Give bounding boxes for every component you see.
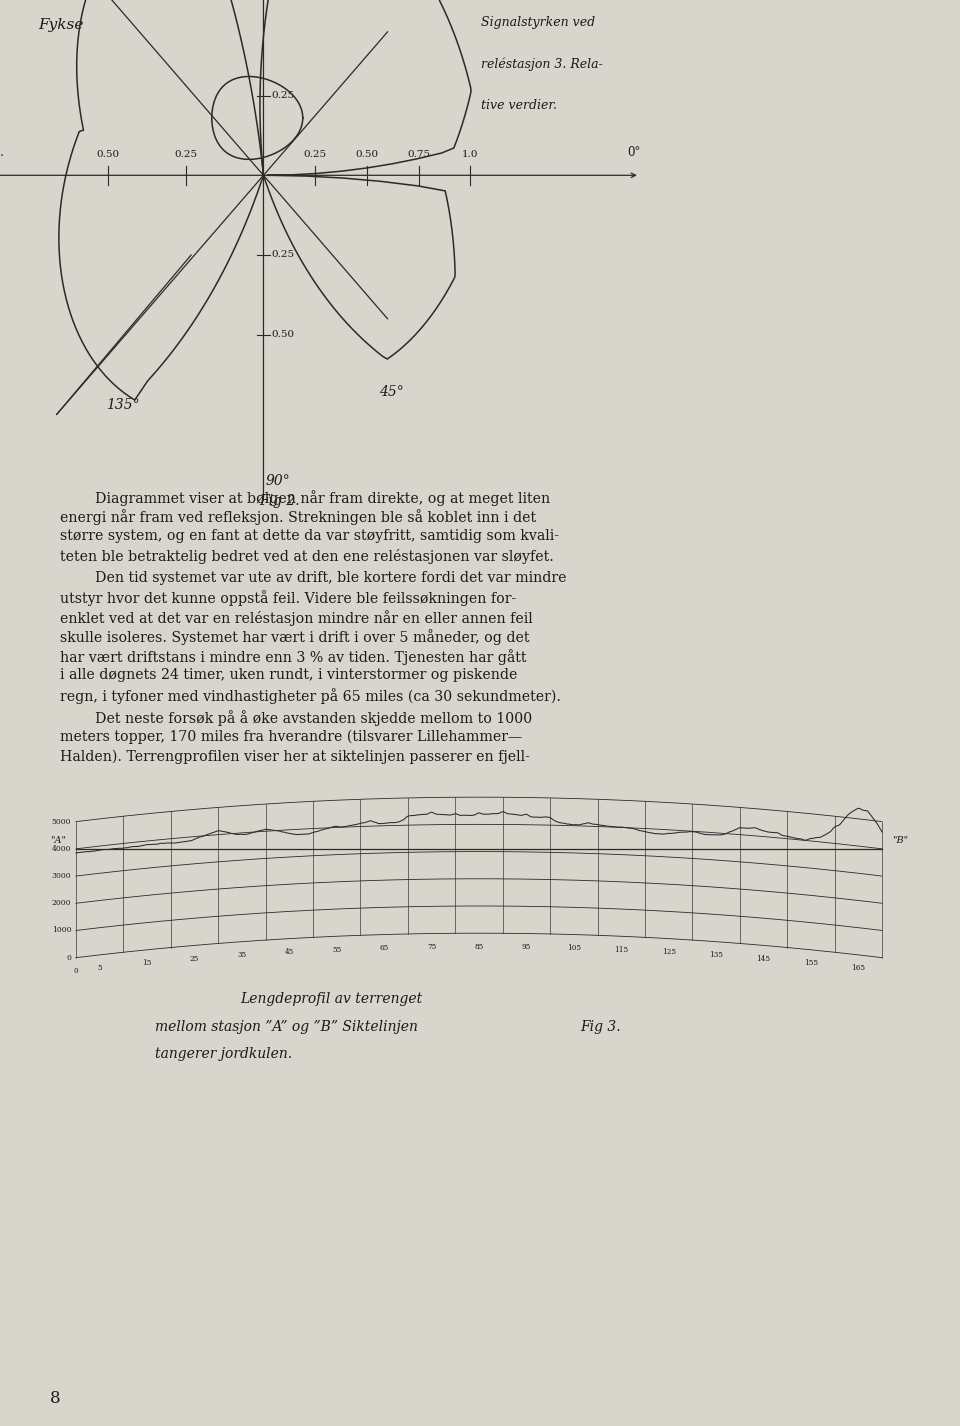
Text: reléstasjon 3. Rela-: reléstasjon 3. Rela- bbox=[481, 57, 603, 71]
Text: teten ble betraktelig bedret ved at den ene reléstasjonen var sløyfet.: teten ble betraktelig bedret ved at den … bbox=[60, 549, 554, 563]
Text: Diagrammet viser at bølgen når fram direkte, og at meget liten: Diagrammet viser at bølgen når fram dire… bbox=[95, 491, 550, 506]
Text: 0°: 0° bbox=[627, 147, 640, 160]
Text: 0: 0 bbox=[74, 967, 79, 975]
Text: 5: 5 bbox=[97, 964, 102, 973]
Text: Lengdeprofil av terrenget: Lengdeprofil av terrenget bbox=[240, 992, 422, 1005]
Text: 35: 35 bbox=[237, 951, 247, 960]
Text: 0.25: 0.25 bbox=[303, 150, 326, 160]
Text: større system, og en fant at dette da var støyfritt, samtidig som kvali-: større system, og en fant at dette da va… bbox=[60, 529, 559, 543]
Text: 90°: 90° bbox=[266, 475, 290, 488]
Text: 105: 105 bbox=[566, 944, 581, 953]
Text: Halden). Terrengprofilen viser her at siktelinjen passerer en fjell-: Halden). Terrengprofilen viser her at si… bbox=[60, 750, 530, 764]
Text: 115: 115 bbox=[614, 945, 629, 954]
Text: 45°: 45° bbox=[379, 385, 404, 399]
Text: utstyr hvor det kunne oppstå feil. Videre ble feilssøkningen for-: utstyr hvor det kunne oppstå feil. Vider… bbox=[60, 590, 516, 606]
Text: Den tid systemet var ute av drift, ble kortere fordi det var mindre: Den tid systemet var ute av drift, ble k… bbox=[95, 570, 566, 585]
Text: 25: 25 bbox=[190, 955, 199, 963]
Text: 0: 0 bbox=[66, 954, 71, 961]
Text: 45: 45 bbox=[285, 948, 294, 957]
Text: Fykse: Fykse bbox=[38, 19, 84, 31]
Text: 0.50: 0.50 bbox=[272, 331, 295, 339]
Text: 145: 145 bbox=[756, 955, 771, 963]
Text: tive verdier.: tive verdier. bbox=[481, 98, 557, 111]
Text: 1.0: 1.0 bbox=[462, 150, 478, 160]
Text: 0.25: 0.25 bbox=[175, 150, 198, 160]
Text: Fig 3.: Fig 3. bbox=[580, 1020, 620, 1034]
Text: 165: 165 bbox=[852, 964, 865, 973]
Text: 0.25: 0.25 bbox=[272, 251, 295, 260]
Text: 155: 155 bbox=[804, 960, 818, 967]
Text: 8: 8 bbox=[50, 1390, 60, 1407]
Text: har vært driftstans i mindre enn 3 % av tiden. Tjenesten har gått: har vært driftstans i mindre enn 3 % av … bbox=[60, 649, 526, 665]
Text: 1000: 1000 bbox=[52, 927, 71, 934]
Text: 55: 55 bbox=[332, 945, 342, 954]
Text: meters topper, 170 miles fra hverandre (tilsvarer Lillehammer—: meters topper, 170 miles fra hverandre (… bbox=[60, 730, 522, 744]
Text: 0.25: 0.25 bbox=[272, 91, 295, 100]
Text: 95: 95 bbox=[522, 943, 531, 951]
Text: "B": "B" bbox=[892, 836, 907, 846]
Text: Det neste forsøk på å øke avstanden skjedde mellom to 1000: Det neste forsøk på å øke avstanden skje… bbox=[95, 710, 532, 726]
Text: Fig 2.: Fig 2. bbox=[260, 493, 300, 508]
Text: "A": "A" bbox=[51, 836, 66, 846]
Text: i alle døgnets 24 timer, uken rundt, i vinterstormer og piskende: i alle døgnets 24 timer, uken rundt, i v… bbox=[60, 669, 517, 683]
Text: 15: 15 bbox=[142, 960, 152, 967]
Text: 0.50: 0.50 bbox=[355, 150, 378, 160]
Text: regn, i tyfoner med vindhastigheter på 65 miles (ca 30 sekundmeter).: regn, i tyfoner med vindhastigheter på 6… bbox=[60, 687, 561, 704]
Text: 135°: 135° bbox=[106, 398, 140, 412]
Text: 85: 85 bbox=[474, 943, 484, 951]
Text: Signalstyrken ved: Signalstyrken ved bbox=[481, 16, 594, 29]
Text: 180°.: 180°. bbox=[0, 147, 5, 160]
Text: 75: 75 bbox=[427, 943, 436, 951]
Text: 125: 125 bbox=[661, 948, 676, 957]
Text: 5000: 5000 bbox=[52, 817, 71, 826]
Text: 65: 65 bbox=[379, 944, 389, 953]
Text: 0.75: 0.75 bbox=[407, 150, 430, 160]
Text: enklet ved at det var en reléstasjon mindre når en eller annen feil: enklet ved at det var en reléstasjon min… bbox=[60, 610, 533, 626]
Text: 3000: 3000 bbox=[52, 873, 71, 880]
Text: 2000: 2000 bbox=[52, 900, 71, 907]
Text: tangerer jordkulen.: tangerer jordkulen. bbox=[155, 1047, 292, 1061]
Text: mellom stasjon ”A” og ”B” Siktelinjen: mellom stasjon ”A” og ”B” Siktelinjen bbox=[155, 1020, 418, 1034]
Text: 0.50: 0.50 bbox=[97, 150, 120, 160]
Text: energi når fram ved refleksjon. Strekningen ble så koblet inn i det: energi når fram ved refleksjon. Streknin… bbox=[60, 509, 536, 525]
Text: 135: 135 bbox=[709, 951, 723, 960]
Text: skulle isoleres. Systemet har vært i drift i over 5 måneder, og det: skulle isoleres. Systemet har vært i dri… bbox=[60, 629, 530, 646]
Text: 4000: 4000 bbox=[52, 844, 71, 853]
